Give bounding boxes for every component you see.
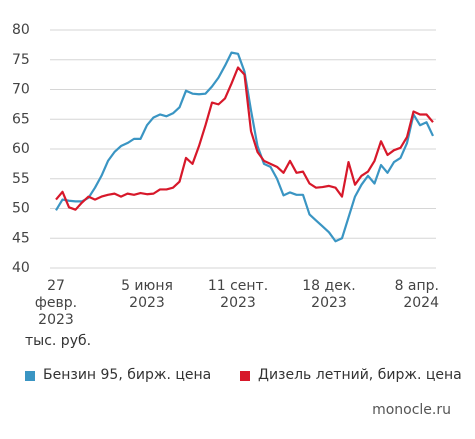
y-tick-label: 60: [12, 141, 30, 157]
y-tick-label: 75: [12, 52, 30, 68]
x-tick-label: 11 сент. 2023: [207, 278, 269, 311]
x-tick-label: 18 дек. 2023: [302, 278, 356, 311]
x-tick-label: 8 апр. 2024: [394, 278, 439, 311]
unit-label: тыс. руб.: [25, 333, 92, 349]
line: [55, 66, 434, 211]
legend-swatch: [240, 371, 250, 381]
x-tick-label: 27 февр. 2023: [34, 278, 78, 328]
legend-swatch: [25, 371, 35, 381]
legend-label: Дизель летний, бирж. цена: [258, 367, 462, 383]
y-tick-label: 40: [12, 260, 30, 276]
y-tick-label: 45: [12, 230, 30, 246]
y-tick-label: 50: [12, 201, 30, 217]
source: monocle.ru: [372, 402, 451, 418]
line: [55, 51, 434, 243]
y-tick-label: 65: [12, 111, 30, 127]
x-tick-label: 5 июня 2023: [121, 278, 173, 311]
legend-label: Бензин 95, бирж. цена: [43, 367, 212, 383]
y-tick-label: 55: [12, 171, 30, 187]
y-tick-label: 70: [12, 82, 30, 98]
y-tick-label: 80: [12, 22, 30, 38]
